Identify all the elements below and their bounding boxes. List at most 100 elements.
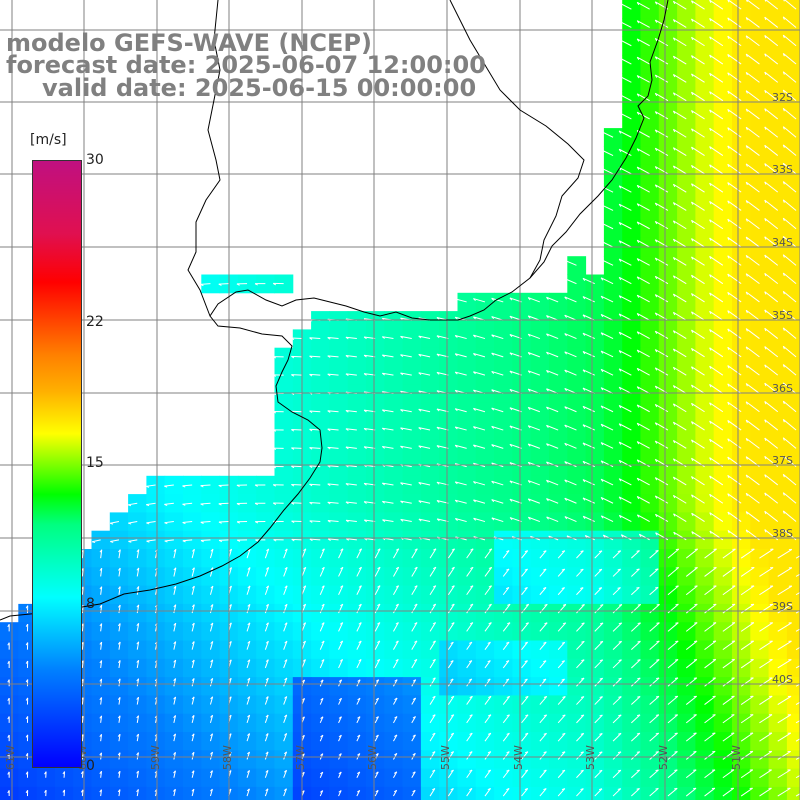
wind-arrow: [374, 548, 381, 559]
wind-cell: [237, 677, 257, 696]
wind-cell: [750, 329, 770, 349]
wind-arrow: [782, 144, 797, 156]
wind-cell: [457, 457, 477, 477]
wind-arrow-head: [672, 74, 676, 78]
wind-arrow-head: [782, 327, 785, 331]
wind-cell: [622, 219, 641, 239]
wind-cell: [494, 384, 513, 404]
wind-arrow: [521, 660, 528, 669]
wind-arrow: [764, 181, 779, 193]
wind-arrow: [164, 502, 174, 505]
wind-arrow: [374, 603, 381, 614]
wind-cell: [567, 585, 587, 605]
wind-arrow: [709, 292, 724, 303]
wind-arrow: [600, 478, 614, 486]
wind-cell: [237, 274, 257, 294]
wind-arrow-head: [309, 520, 313, 523]
wind-cell: [274, 640, 294, 660]
wind-arrow-head: [327, 410, 331, 413]
wind-arrow-head: [400, 519, 404, 522]
wind-arrow: [740, 622, 755, 632]
wind-arrow-head: [25, 697, 29, 701]
wind-arrow: [764, 419, 779, 431]
wind-arrow: [745, 71, 760, 83]
wind-arrow: [619, 514, 632, 522]
wind-cell: [475, 329, 495, 349]
wind-arrow: [539, 678, 547, 687]
wind-cell: [768, 183, 788, 202]
wind-cell: [658, 530, 678, 550]
wind-cell: [786, 567, 800, 587]
wind-arrow: [246, 770, 250, 778]
latitude-label: 32S: [772, 91, 793, 104]
wind-arrow-head: [782, 474, 785, 478]
wind-cell: [549, 732, 568, 751]
wind-arrow-head: [284, 677, 288, 681]
wind-cell: [549, 420, 568, 440]
wind-arrow-head: [655, 787, 659, 790]
wind-arrow-head: [25, 789, 29, 794]
wind-arrow-head: [618, 496, 622, 500]
wind-arrow: [764, 272, 779, 285]
wind-arrow: [118, 623, 121, 632]
wind-arrow: [618, 130, 632, 138]
wind-cell: [622, 384, 641, 404]
wind-arrow: [764, 492, 779, 504]
wind-cell: [512, 384, 532, 404]
wind-arrow: [594, 604, 604, 614]
wind-arrow-head: [25, 734, 29, 738]
wind-cell: [622, 420, 641, 440]
wind-cell: [201, 475, 221, 495]
wind-arrow-head: [582, 314, 586, 318]
wind-arrow: [283, 788, 287, 797]
wind-arrow: [100, 752, 103, 760]
wind-arrow-head: [432, 585, 437, 588]
wind-arrow: [704, 732, 716, 742]
wind-arrow-head: [284, 566, 288, 570]
wind-arrow-head: [265, 659, 269, 663]
wind-arrow: [759, 787, 772, 797]
wind-arrow-head: [454, 481, 458, 485]
wind-cell: [585, 384, 605, 404]
wind-cell: [695, 457, 715, 477]
wind-arrow: [81, 623, 84, 632]
wind-arrow: [745, 309, 760, 321]
wind-arrow-head: [283, 769, 287, 773]
wind-arrow: [745, 53, 760, 65]
wind-cell: [329, 658, 349, 678]
wind-arrow: [418, 445, 431, 449]
wind-arrow: [546, 443, 559, 449]
longitude-label: 51W: [730, 745, 743, 770]
wind-arrow: [655, 92, 669, 102]
wind-cell: [311, 457, 330, 477]
wind-arrow: [283, 585, 288, 595]
wind-cell: [768, 530, 788, 550]
wind-arrow: [264, 567, 270, 577]
wind-arrow: [709, 36, 724, 47]
wind-arrow-head: [173, 696, 176, 700]
wind-arrow: [466, 769, 473, 779]
wind-arrow: [191, 789, 195, 797]
wind-arrow-head: [376, 658, 380, 662]
wind-cell: [384, 494, 404, 513]
wind-arrow-head: [764, 346, 767, 350]
wind-cell: [549, 475, 568, 495]
wind-arrow: [600, 442, 614, 449]
wind-arrow-head: [450, 751, 454, 754]
wind-arrow: [191, 622, 195, 632]
wind-arrow: [411, 679, 417, 687]
wind-arrow: [795, 774, 800, 779]
wind-arrow: [685, 548, 698, 559]
wind-arrow-head: [345, 501, 349, 505]
wind-arrow: [429, 566, 437, 577]
wind-arrow: [576, 696, 585, 705]
wind-arrow-head: [412, 771, 416, 774]
wind-cell: [768, 54, 788, 74]
wind-arrow-head: [582, 277, 586, 281]
wind-arrow: [745, 218, 760, 230]
wind-arrow-head: [117, 752, 121, 756]
wind-cell: [677, 475, 696, 495]
wind-cell: [384, 402, 404, 422]
wind-cell: [732, 439, 751, 458]
wind-arrow: [491, 499, 504, 504]
